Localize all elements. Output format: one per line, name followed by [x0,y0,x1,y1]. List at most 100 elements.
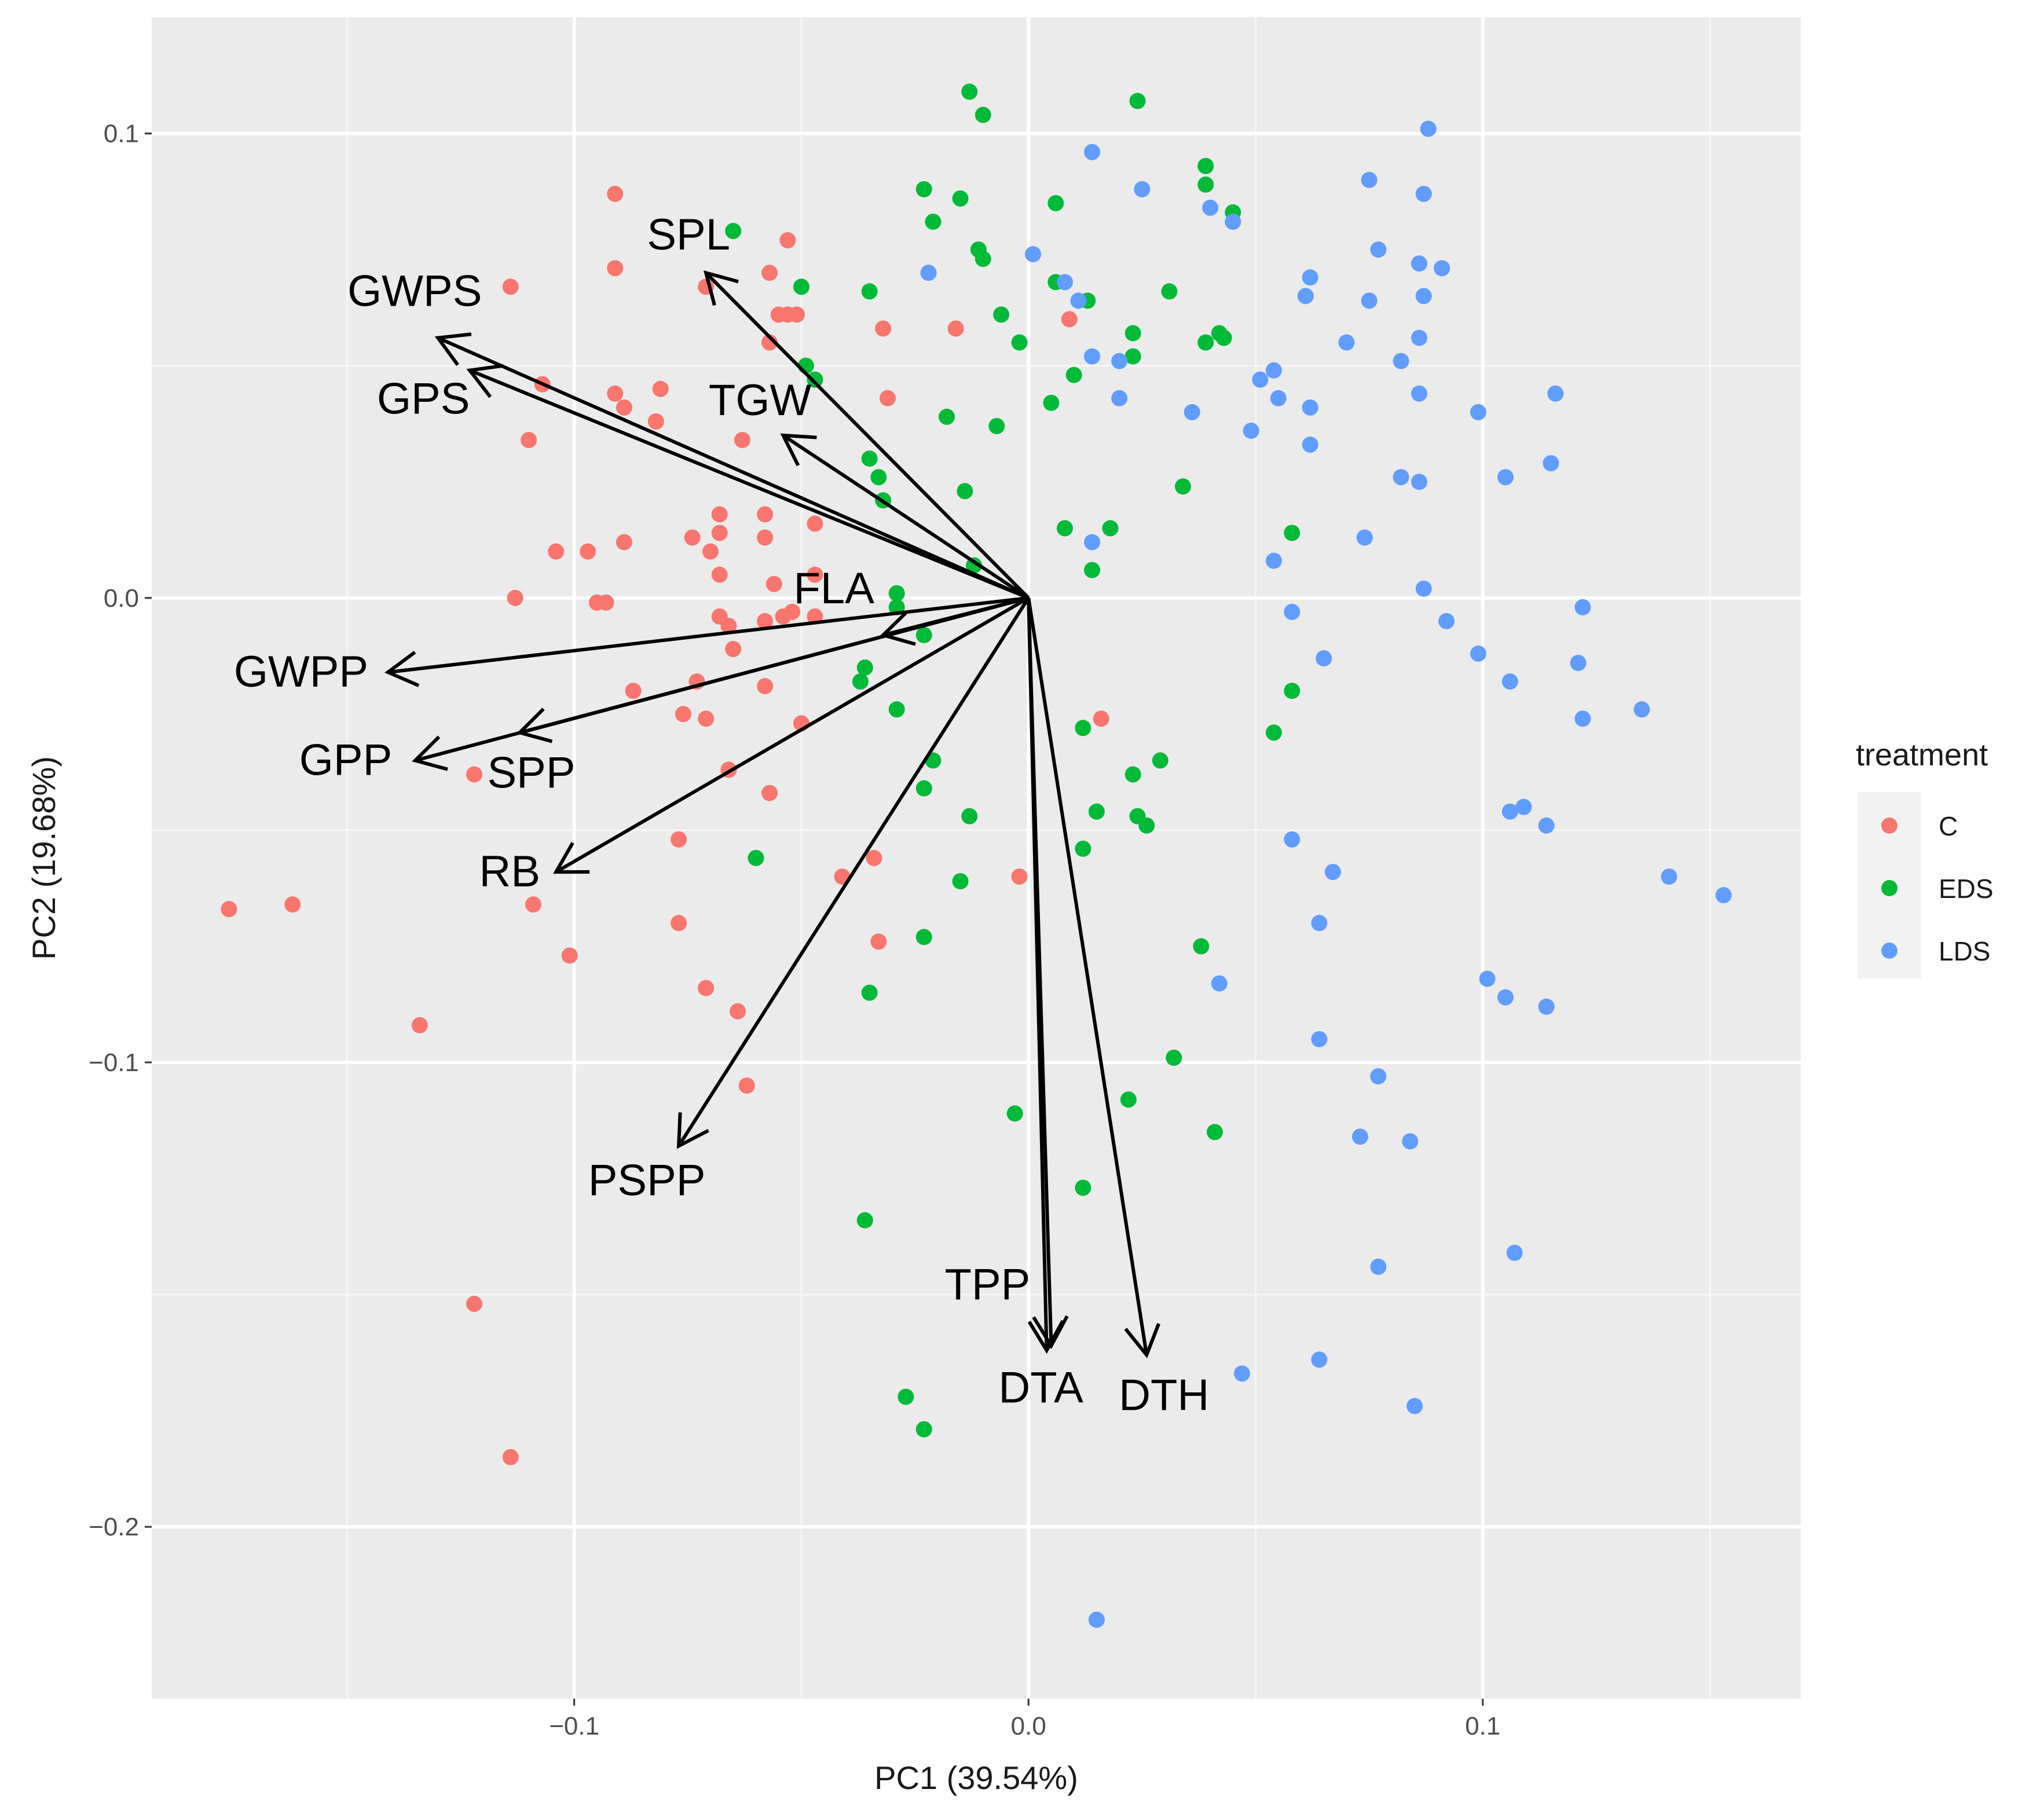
point-c [702,543,719,560]
point-eds [925,213,942,230]
point-lds [1501,673,1518,690]
point-c [947,320,964,337]
minor-gridlines [152,17,1801,1699]
point-c [1093,710,1109,727]
point-c [647,413,664,430]
point-c [607,185,624,202]
point-lds [1025,246,1042,263]
point-lds [1501,803,1518,820]
point-c [411,1017,428,1033]
loading-arrow-gwpp [387,596,1029,674]
y-axis-ticks: −0.2 −0.1 0.0 0.1 [89,120,152,1541]
loading-arrowhead-dta [1027,1319,1065,1354]
point-eds [939,408,955,425]
point-lds [1543,455,1559,472]
point-lds [1084,348,1101,365]
point-eds [1152,752,1168,769]
point-c [770,306,787,323]
point-c [711,566,728,583]
point-lds [1574,599,1591,615]
point-eds [748,850,764,866]
legend: treatment C EDS LDS [1856,738,1994,978]
point-eds [952,873,969,890]
point-c [880,390,896,406]
point-c [580,543,596,560]
point-eds [915,780,932,797]
point-c [730,1003,746,1020]
point-c [652,380,669,397]
point-lds [1084,534,1101,551]
point-lds [1056,274,1073,291]
y-tick-label: 0.0 [104,584,139,613]
y-tick-label: 0.1 [104,120,139,148]
point-lds [1302,437,1318,453]
point-lds [1415,185,1432,202]
point-lds [1184,404,1200,420]
loading-arrowhead-pspp [676,1112,709,1149]
point-c [521,432,537,449]
point-eds [915,929,932,945]
point-eds [856,1212,873,1229]
point-c [616,399,632,416]
point-eds [1129,93,1146,109]
loading-label-dta: DTA [998,1363,1083,1412]
point-lds [1225,213,1241,230]
loading-arrow-pspp [677,597,1030,1147]
legend-label-c: C [1939,811,1958,841]
point-eds [888,585,905,602]
loading-label-gpp: GPP [299,736,393,785]
point-eds [1043,394,1060,411]
point-eds [952,190,969,207]
legend-label-eds: EDS [1939,874,1994,904]
point-c [761,784,778,801]
point-c [734,432,750,449]
point-lds [1434,260,1450,277]
point-lds [1506,1244,1523,1261]
point-lds [1411,329,1427,346]
point-lds [1252,371,1269,388]
point-lds [920,265,937,281]
loading-labels: SPL GWPS GPS TGW FLA GWPP SPP GPP RB PSPP TPP DTA DT… [234,210,1209,1420]
point-lds [1356,529,1373,546]
point-lds [1515,798,1532,815]
point-lds [1202,199,1219,216]
point-eds [1088,803,1105,820]
point-c [870,933,887,950]
point-c [698,980,715,996]
point-lds [1361,171,1378,188]
x-tick-label: 0.0 [1011,1712,1046,1740]
point-c [561,947,578,964]
point-eds [1084,562,1101,578]
point-eds [1197,334,1214,351]
point-eds [1047,195,1064,211]
legend-key-eds [1881,880,1898,896]
point-lds [1415,288,1432,305]
point-lds [1316,650,1332,667]
point-lds [1233,1365,1250,1382]
point-eds [915,626,932,643]
x-axis-title: PC1 (39.54%) [874,1759,1078,1796]
point-c [757,506,774,523]
point-eds [861,984,878,1001]
point-lds [1284,831,1301,848]
loading-label-tpp: TPP [945,1260,1031,1309]
point-eds [1166,1049,1182,1066]
point-lds [1302,399,1318,416]
point-eds [1174,478,1191,495]
point-c [1011,868,1028,885]
legend-label-lds: LDS [1939,936,1990,966]
point-c [507,589,523,606]
point-lds [1547,385,1564,402]
point-eds [1056,520,1073,537]
loading-arrow-rb [555,596,1030,874]
point-c [757,613,774,629]
point-eds [1011,334,1028,351]
loading-arrow-gpp [415,596,1029,762]
loading-label-spl: SPL [647,210,730,259]
point-c [757,529,774,546]
point-lds [1211,975,1228,992]
x-tick-label: 0.1 [1465,1712,1500,1740]
point-lds [1351,1128,1368,1145]
point-eds [1193,938,1210,955]
x-tick-label: −0.1 [549,1712,599,1740]
